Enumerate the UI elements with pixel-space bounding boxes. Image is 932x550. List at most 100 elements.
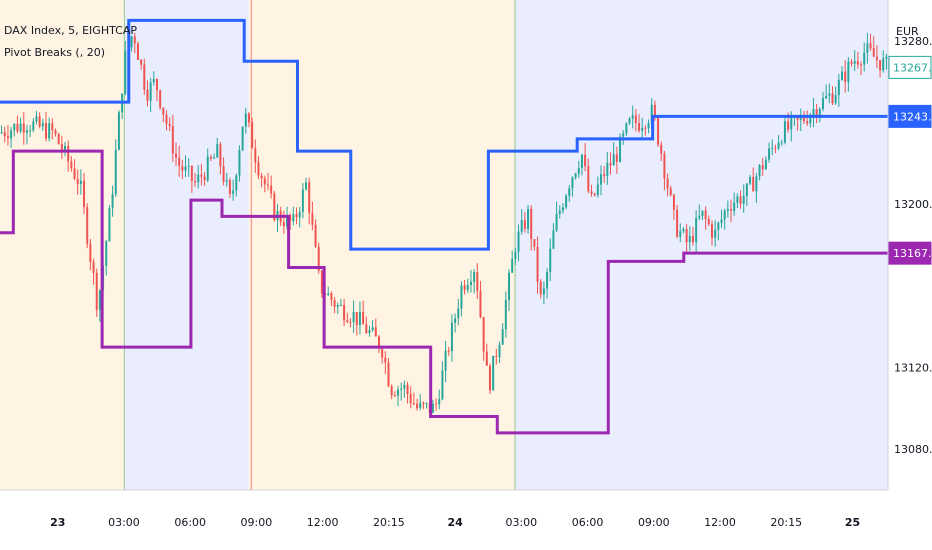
candle-body	[758, 165, 761, 177]
candle-body	[872, 48, 875, 57]
candle-body	[412, 403, 415, 405]
candle-body	[168, 123, 171, 126]
session-background-3	[248, 0, 516, 490]
candle-body	[400, 388, 403, 390]
candle-body	[761, 165, 764, 170]
candle-body	[349, 322, 352, 324]
pivot-low-level-line	[0, 149, 888, 435]
candle-body	[108, 208, 111, 242]
candle-body	[355, 312, 358, 326]
candle-body	[787, 121, 790, 130]
candle-body	[416, 403, 419, 408]
candle-body	[565, 195, 568, 208]
candle-body	[419, 402, 422, 408]
candle-body	[476, 272, 479, 292]
candle-body	[286, 215, 289, 227]
candle-body	[257, 162, 260, 176]
candle-body	[821, 98, 824, 109]
candle-body	[44, 123, 47, 139]
currency-label: EUR	[896, 25, 919, 38]
time-tick-label: 25	[845, 516, 860, 529]
candle-body	[190, 166, 193, 181]
candle-body	[641, 127, 644, 131]
candle-body	[317, 246, 320, 271]
candle-body	[561, 207, 564, 211]
candle-body	[653, 104, 656, 118]
candle-body	[745, 183, 748, 196]
candle-body	[660, 144, 663, 154]
candle-body	[783, 121, 786, 143]
candle-body	[327, 293, 330, 296]
candle-body	[159, 90, 162, 108]
candle-body	[841, 71, 844, 80]
time-tick-label: 12:00	[704, 516, 736, 529]
candle-body	[206, 156, 209, 181]
candle-body	[35, 116, 38, 122]
candle-body	[67, 145, 70, 162]
candle-body	[92, 261, 95, 273]
candle-body	[736, 196, 739, 203]
candle-body	[546, 271, 549, 289]
session-background-2	[124, 0, 249, 490]
candle-body	[723, 210, 726, 220]
candle-body	[435, 403, 438, 405]
candle-body	[590, 191, 593, 194]
candle-body	[260, 175, 263, 179]
pivot-low-price-label-box	[888, 241, 932, 265]
candle-body	[384, 357, 387, 363]
candle-body	[222, 166, 225, 182]
candle-body	[266, 184, 269, 186]
price-tick-label: 13200.00	[894, 198, 932, 211]
time-axis[interactable]: 23 03:00 06:00 09:00 12:00 20:15 24 03:00 06:00 0…	[0, 489, 932, 550]
candle-body	[495, 355, 498, 358]
candle-body	[501, 329, 504, 345]
candle-body	[856, 61, 859, 65]
candle-body	[438, 399, 441, 405]
candle-body	[555, 213, 558, 231]
candle-body	[492, 355, 495, 391]
time-axis-panel	[0, 490, 932, 550]
candle-body	[536, 246, 539, 282]
candle-body	[809, 115, 812, 124]
candle-body	[514, 251, 517, 260]
candle-body	[691, 235, 694, 243]
candle-body	[530, 209, 533, 240]
candle-body	[130, 36, 133, 48]
candle-body	[638, 123, 641, 131]
candle-body	[631, 115, 634, 119]
candle-body	[397, 389, 400, 396]
candle-body	[83, 180, 86, 208]
candle-body	[38, 116, 41, 127]
candle-body	[54, 130, 57, 134]
candle-body	[866, 43, 869, 53]
candle-body	[98, 290, 101, 310]
candle-body	[289, 215, 292, 222]
candle-body	[270, 185, 273, 194]
symbol-legend[interactable]: DAX Index, 5, EIGHTCAP	[4, 24, 138, 37]
candle-body	[200, 174, 203, 177]
candle-body	[730, 209, 733, 211]
candle-body	[247, 113, 250, 123]
candle-body	[441, 370, 444, 400]
candle-body	[238, 150, 241, 176]
candle-body	[752, 177, 755, 192]
candle-body	[387, 362, 390, 387]
indicator-legend[interactable]: Pivot Breaks (, 20)	[4, 46, 106, 59]
candle-body	[473, 272, 476, 282]
candle-body	[606, 163, 609, 177]
candle-body	[175, 153, 178, 158]
candle-body	[251, 122, 254, 149]
candle-body	[568, 188, 571, 196]
time-tick-label: 20:15	[373, 516, 405, 529]
candle-body	[228, 180, 231, 194]
candle-body	[764, 159, 767, 170]
candle-body	[571, 177, 574, 189]
price-tick-label: 13120.00	[894, 362, 932, 375]
last-price-label-text: 13267.01	[893, 61, 932, 74]
candle-body	[666, 178, 669, 189]
candle-body	[235, 175, 238, 191]
candle-body	[679, 231, 682, 237]
candle-body	[647, 123, 650, 129]
